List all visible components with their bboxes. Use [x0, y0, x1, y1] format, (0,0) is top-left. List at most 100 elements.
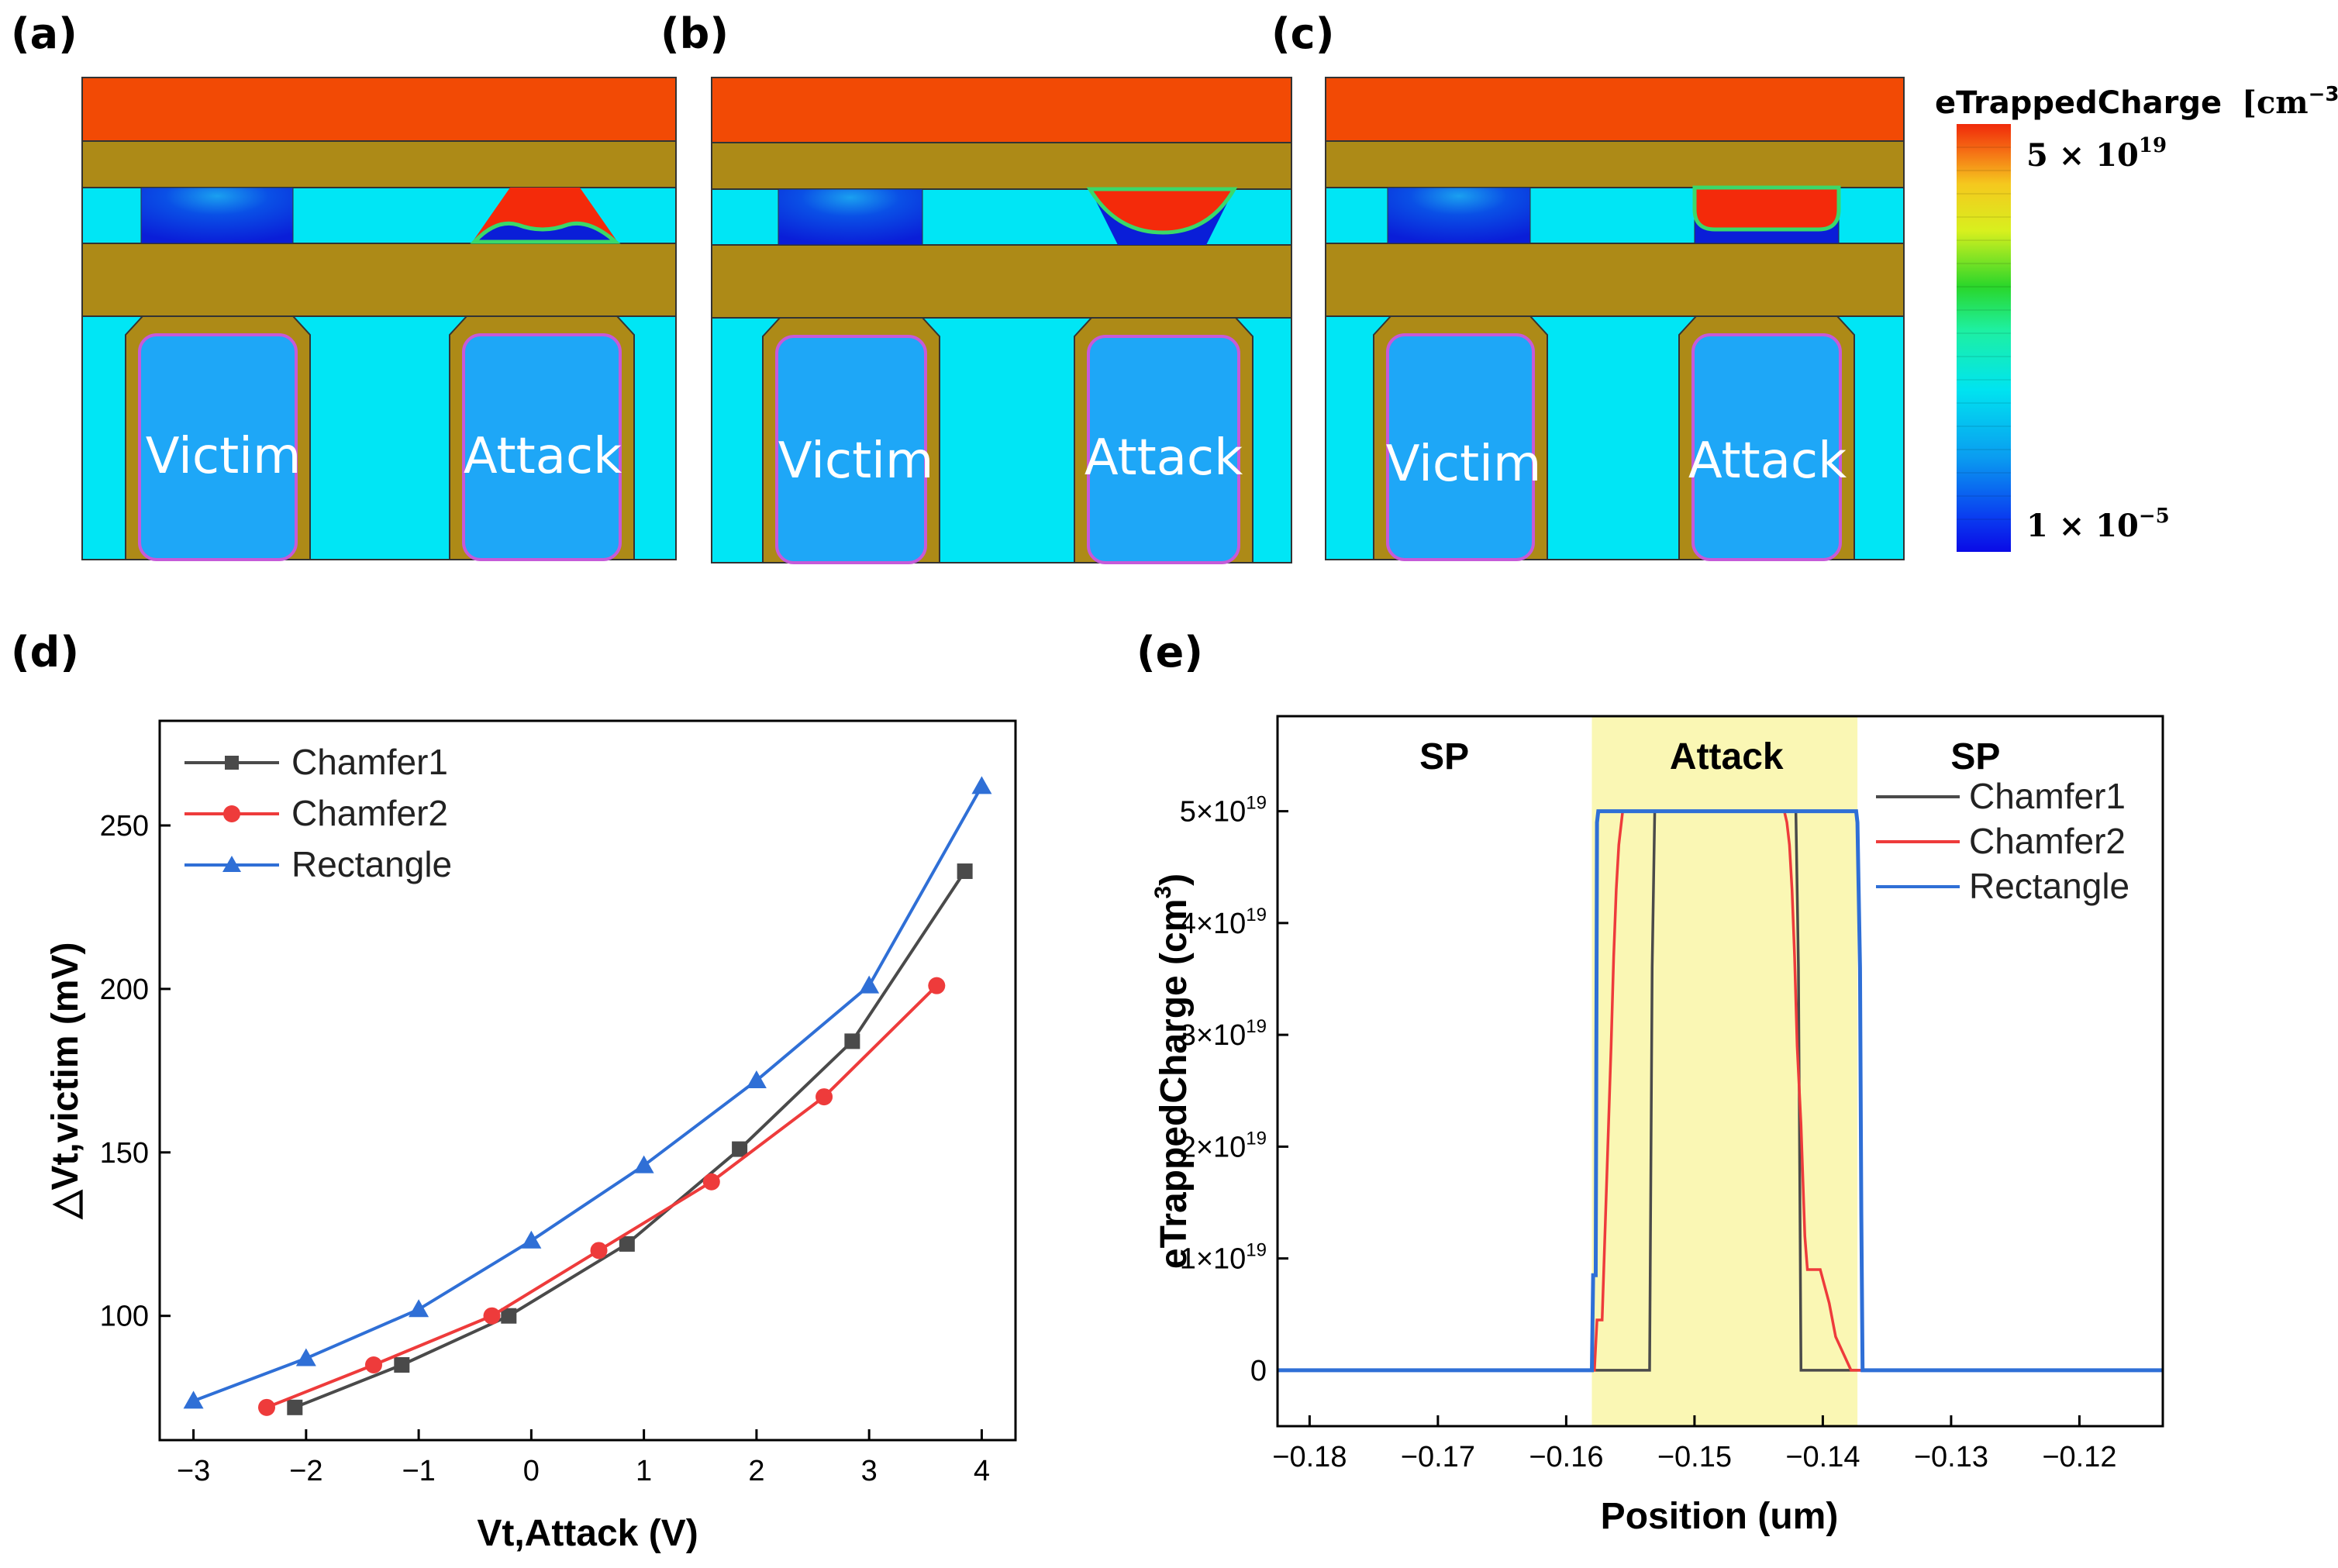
legend-label-rectangle-d: Rectangle [291, 844, 452, 884]
victim-label-a: Victim [146, 428, 302, 485]
data-point-rectangle [633, 1155, 654, 1173]
legend-label-rectangle-e: Rectangle [1969, 866, 2129, 906]
data-point-rectangle [409, 1299, 429, 1318]
chart-e-xtick-label: −0.16 [1529, 1441, 1603, 1473]
chart-d-xtick-label: 3 [861, 1455, 878, 1487]
device-panel-c: Victim Attack [1325, 77, 1905, 561]
chart-e-series [1278, 809, 2163, 1373]
chart-e-xlabel: Position (um) [1601, 1496, 1839, 1537]
panel-label-b: (b) [660, 9, 729, 58]
chart-d-frame [158, 719, 1017, 1442]
device-panel-a: Victim Attack [81, 77, 677, 561]
chart-e-xtick-label: −0.15 [1657, 1441, 1732, 1473]
colorbar-min-label: 1 × 10−5 [2026, 505, 2170, 544]
legend-marker-chamfer2-d [223, 805, 240, 822]
chart-e-legend: Chamfer1 Chamfer2 Rectangle [1876, 776, 2129, 906]
chart-e-ylabel-close: ) [1153, 874, 1195, 886]
chart-d-ytick-label: 250 [100, 810, 149, 843]
chart-e-ytick-label: 1×1019 [1180, 1240, 1267, 1276]
data-point-chamfer1 [619, 1235, 635, 1252]
colorbar-gradient [1957, 124, 2011, 552]
legend-marker-rectangle-d [222, 856, 241, 872]
colorbar: eTrappedCharge [cm−3] 5 × 1019 1 × 10−5 [1935, 83, 2338, 552]
legend-label-chamfer1-d: Chamfer1 [291, 742, 448, 782]
data-point-chamfer1 [394, 1356, 410, 1373]
chart-d-xtick-label: 4 [974, 1455, 990, 1487]
data-point-rectangle [183, 1391, 204, 1409]
data-point-chamfer2 [928, 977, 946, 994]
attack-shaded-region [1591, 716, 1858, 1426]
attack-label-b: Attack [1085, 429, 1243, 487]
chart-e-ytick-label: 3×1019 [1180, 1016, 1267, 1052]
chart-d-xtick-label: −3 [177, 1455, 210, 1487]
chart-e-ytick-label: 5×1019 [1180, 793, 1267, 829]
attack-label-a: Attack [464, 428, 622, 485]
chart-d-xtick-label: 1 [636, 1455, 652, 1487]
data-point-chamfer2 [365, 1356, 382, 1373]
legend-marker-chamfer1-d [225, 756, 239, 770]
chart-d-ticks: −3 −2 −1 0 1 2 3 4 100 150 200 250 [100, 810, 990, 1487]
chart-e-xtick-label: −0.14 [1785, 1441, 1860, 1473]
chart-d-xtick-label: −1 [402, 1455, 435, 1487]
chart-d-ytick-label: 100 [100, 1301, 149, 1333]
chart-e-region-labels: SP Attack SP [1419, 736, 2000, 777]
colorbar-min-exp: −5 [2139, 505, 2170, 528]
data-point-rectangle [746, 1070, 767, 1088]
data-point-chamfer2 [258, 1398, 275, 1416]
legend-label-chamfer1-e: Chamfer1 [1969, 776, 2126, 816]
chart-d-ylabel: △Vt,victim (mV) [45, 943, 86, 1221]
chart-e-ytick-label: 4×1019 [1180, 905, 1267, 940]
chart-e: −0.18 −0.17 −0.16 −0.15 −0.14 −0.13 −0.12 0 1×10… [1150, 715, 2164, 1537]
colorbar-title-main: eTrappedCharge [1935, 85, 2222, 121]
data-point-chamfer2 [816, 1088, 833, 1106]
data-point-chamfer1 [501, 1308, 517, 1324]
colorbar-unit: [cm [2242, 84, 2309, 121]
panel-label-e: (e) [1136, 628, 1203, 677]
colorbar-bands [1957, 146, 2011, 520]
data-point-chamfer1 [287, 1399, 303, 1415]
chart-e-xtick-label: −0.17 [1401, 1441, 1475, 1473]
device-panel-b: Victim Attack [711, 77, 1292, 564]
victim-label-c: Victim [1386, 436, 1542, 493]
region-label-sp: SP [1950, 736, 2000, 777]
chart-e-xtick-label: −0.12 [2042, 1441, 2116, 1473]
chart-d-xtick-label: 0 [523, 1455, 540, 1487]
colorbar-title: eTrappedCharge [cm−3] [1935, 83, 2338, 121]
region-label-sp: SP [1419, 736, 1469, 777]
colorbar-unit-exp: −3 [2309, 83, 2338, 106]
chart-e-ytick-label: 2×1019 [1180, 1128, 1267, 1163]
series-line-chamfer2-d [266, 984, 938, 1409]
chart-e-ylabel-exp: 3 [1150, 886, 1176, 899]
chart-d: −3 −2 −1 0 1 2 3 4 100 150 200 250 Chamfer1 Chamfer… [45, 719, 1017, 1554]
data-point-rectangle [521, 1230, 542, 1249]
data-point-rectangle [295, 1348, 316, 1366]
chart-e-ticks: −0.18 −0.17 −0.16 −0.15 −0.14 −0.13 −0.12 0 1×10… [1180, 793, 2117, 1473]
chart-e-ytick-label: 0 [1250, 1355, 1267, 1387]
panel-label-d: (d) [11, 628, 79, 677]
data-point-chamfer1 [957, 863, 973, 880]
legend-label-chamfer2-d: Chamfer2 [291, 793, 448, 833]
data-point-chamfer1 [844, 1033, 860, 1049]
data-point-rectangle [859, 975, 880, 994]
chart-e-xtick-label: −0.18 [1272, 1441, 1347, 1473]
panel-label-c: (c) [1271, 9, 1334, 58]
chart-d-series [183, 776, 992, 1416]
chart-d-legend: Chamfer1 Chamfer2 Rectangle [184, 742, 452, 884]
series-line-chamfer1-d [294, 870, 967, 1409]
chart-d-ytick-label: 150 [100, 1137, 149, 1170]
series-line-rectangle-d [192, 785, 984, 1403]
data-point-chamfer2 [590, 1242, 608, 1260]
victim-label-b: Victim [778, 432, 934, 490]
data-point-chamfer2 [702, 1173, 720, 1191]
attack-label-c: Attack [1688, 432, 1847, 490]
colorbar-max-label: 5 × 1019 [2026, 134, 2167, 174]
data-point-chamfer2 [483, 1307, 501, 1325]
series-line-rectangle-e [1278, 809, 2163, 1373]
colorbar-min-text: 1 × 10 [2026, 508, 2139, 544]
chart-d-xlabel: Vt,Attack (V) [477, 1513, 698, 1554]
chart-d-ytick-label: 200 [100, 974, 149, 1006]
panel-label-a: (a) [11, 9, 78, 58]
region-label-attack: Attack [1670, 736, 1784, 777]
chart-e-ylabel: eTrappedCharge (cm3) [1150, 874, 1195, 1269]
